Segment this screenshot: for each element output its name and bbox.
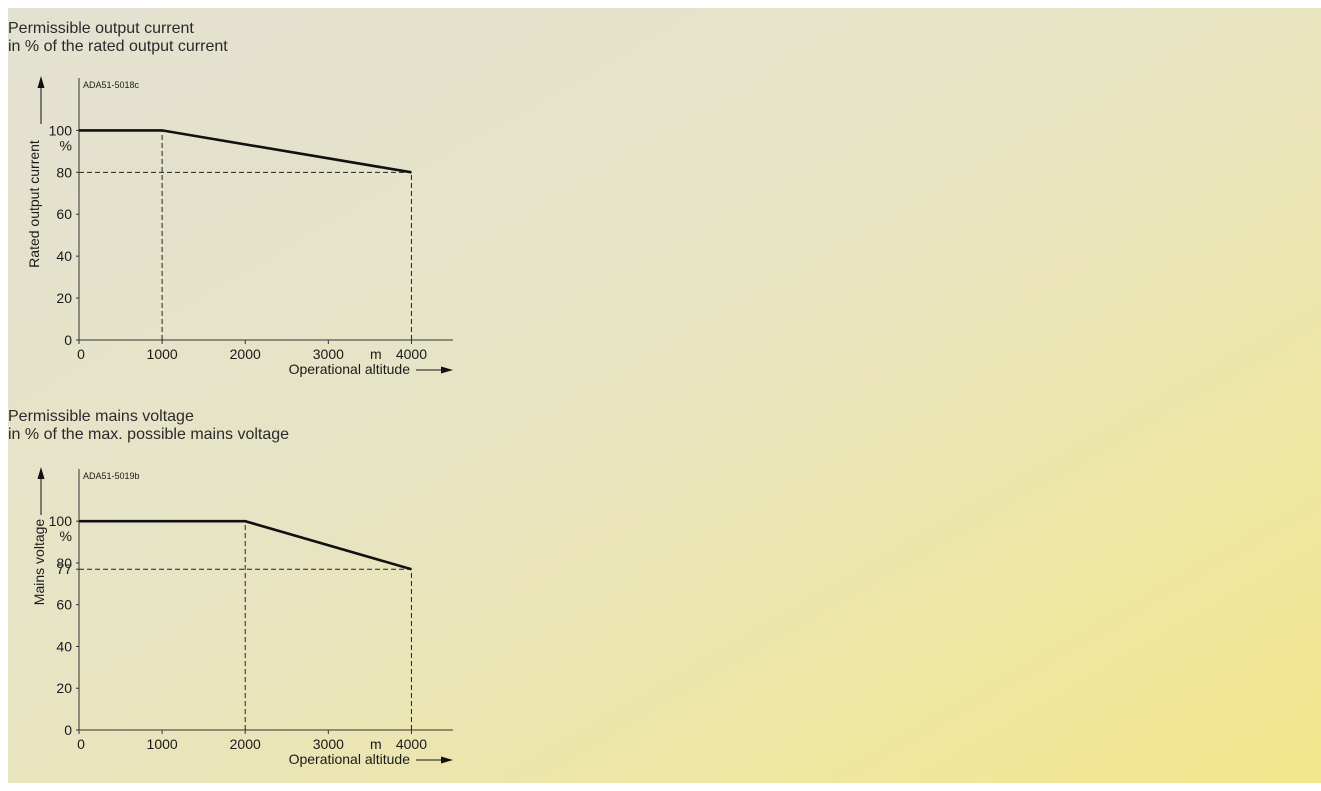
chart2-caption-line1: Permissible mains voltage: [8, 408, 194, 425]
chart1-caption-line2: in % of the rated output current: [8, 38, 228, 55]
chart1-x-tick-label: 2000: [230, 346, 261, 362]
chart1-x-tick-label: 1000: [147, 346, 178, 362]
chart2-x-tick-label: 0: [77, 736, 85, 752]
chart2-x-tick-label: 4000: [396, 736, 427, 752]
chart1-y-axis-label: Rated output current: [26, 140, 42, 268]
chart2-y-tick-label: 0: [64, 722, 72, 738]
chart1-caption-line1: Permissible output current: [8, 20, 194, 37]
chart1-y-arrow-head: [37, 76, 45, 88]
chart2-code-label: ADA51-5019b: [83, 471, 140, 481]
chart2-x-tick-label: 1000: [147, 736, 178, 752]
chart1-x-tick-label: 4000: [396, 346, 427, 362]
chart2-x-axis-label: Operational altitude: [289, 751, 411, 767]
chart2-y-tick-label: 100: [49, 513, 73, 529]
chart1-x-tick-label: 3000: [313, 346, 344, 362]
chart1-y-tick-label: 0: [64, 332, 72, 348]
chart2-y-unit-label: %: [60, 528, 72, 544]
chart2-y-tick-label: 60: [56, 597, 72, 613]
chart1-code-label: ADA51-5018c: [83, 80, 140, 90]
chart2-x-arrow-head: [441, 756, 453, 764]
chart2-y-tick-label: 77: [56, 561, 72, 577]
chart2-y-tick-label: 20: [56, 680, 72, 696]
chart1-x-arrow-head: [441, 366, 453, 374]
chart1-y-tick-label: 20: [56, 290, 72, 306]
chart2-y-tick-label: 80: [56, 555, 72, 571]
chart1-y-tick-label: 60: [56, 206, 72, 222]
chart2-y-arrow-head: [37, 467, 45, 479]
chart2-caption: Permissible mains voltage in % of the ma…: [8, 408, 289, 444]
chart2-y-axis-label: Mains voltage: [31, 519, 47, 606]
chart1-y-tick-label: 80: [56, 164, 72, 180]
chart1-y-tick-label: 40: [56, 248, 72, 264]
chart1-y-unit-label: %: [60, 137, 72, 153]
chart2-x-tick-label: 3000: [313, 736, 344, 752]
chart-panel: Permissible output current in % of the r…: [8, 8, 1321, 783]
chart2-x-unit-label: m: [370, 736, 382, 752]
chart1-series-line: [79, 129, 412, 174]
chart1-x-unit-label: m: [370, 346, 382, 362]
chart2-caption-line2: in % of the max. possible mains voltage: [8, 426, 290, 443]
chart1-x-tick-label: 0: [77, 346, 85, 362]
chart1-y-tick-label: 100: [49, 122, 73, 138]
chart1-x-axis-label: Operational altitude: [289, 361, 411, 377]
chart2-x-tick-label: 2000: [230, 736, 261, 752]
output-current-chart: ADA51-5018c Rated output current 0 20 40 60 80…: [26, 76, 453, 377]
chart2-y-tick-label: 40: [56, 638, 72, 654]
chart1-caption: Permissible output current in % of the r…: [8, 20, 228, 56]
